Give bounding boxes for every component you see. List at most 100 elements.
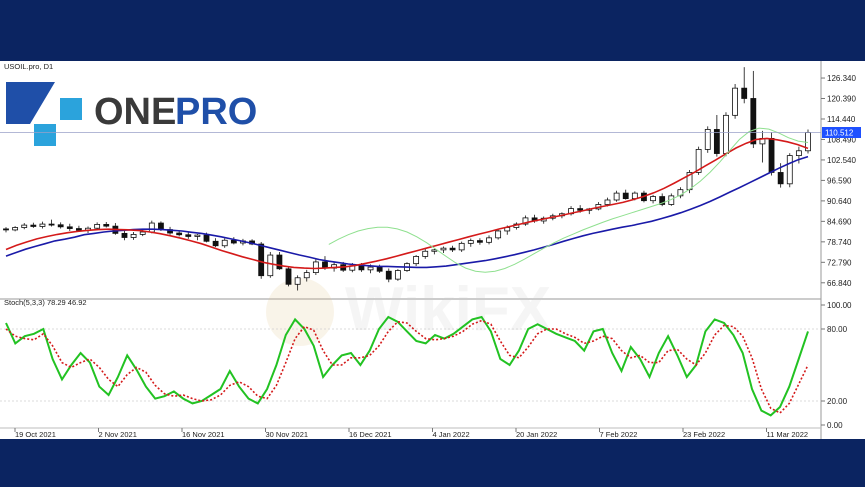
- candle-bull: [704, 129, 711, 150]
- candle-bull: [440, 247, 447, 251]
- candle-bear: [57, 224, 64, 228]
- candle-bull: [267, 254, 274, 277]
- price-tick-label: 96.590: [827, 176, 852, 185]
- logo-text-pro: PRO: [175, 91, 257, 133]
- moving-average-mid-line: [5, 137, 809, 270]
- candle-bull: [21, 224, 28, 228]
- chart-title: USOIL.pro, D1: [4, 62, 53, 71]
- candle-bull: [486, 237, 492, 243]
- date-tick-label: 4 Jan 2022: [433, 430, 470, 439]
- candle-bull: [695, 149, 702, 173]
- candle-bear: [48, 223, 55, 226]
- candle-bear: [577, 208, 584, 211]
- logo-text-one: ONE: [94, 91, 176, 133]
- date-tick-label: 23 Feb 2022: [683, 430, 725, 439]
- current-price-label: 110.512: [825, 129, 854, 138]
- candle-bull: [413, 256, 420, 265]
- candle-bear: [768, 137, 775, 173]
- candle-bull: [786, 155, 793, 185]
- candle-bear: [230, 239, 237, 244]
- watermark-text: WikiFX: [345, 275, 551, 344]
- candle-bull: [394, 270, 401, 280]
- logo-square-cyan-bottom: [34, 124, 56, 146]
- candle-bull: [148, 222, 155, 233]
- candle-bull: [303, 272, 310, 279]
- wikifx-watermark: WikiFX: [266, 275, 551, 346]
- candle-bear: [3, 228, 9, 231]
- candle-bear: [285, 268, 292, 285]
- candle-bear: [449, 247, 456, 251]
- price-tick-label: 66.840: [827, 279, 852, 288]
- date-tick-label: 2 Nov 2021: [99, 430, 137, 439]
- price-tick-label: 102.540: [827, 156, 856, 165]
- candle-bear: [121, 232, 128, 238]
- price-tick-label: 84.690: [827, 217, 852, 226]
- candle-bear: [76, 228, 82, 231]
- candle-bull: [650, 196, 656, 202]
- candle-bull: [795, 150, 802, 156]
- candle-bull: [677, 189, 684, 197]
- candle-bear: [203, 234, 210, 242]
- candle-bear: [158, 222, 164, 230]
- candle-bull: [522, 217, 529, 225]
- stoch-tick-label: 0.00: [827, 421, 843, 430]
- candle-bull: [367, 266, 374, 271]
- candle-bull: [431, 249, 438, 252]
- price-tick-label: 90.640: [827, 197, 852, 206]
- candle-bull: [312, 261, 319, 273]
- price-tick-label: 114.440: [827, 115, 856, 124]
- candle-bull: [39, 223, 46, 227]
- date-tick-label: 16 Nov 2021: [182, 430, 225, 439]
- candle-bear: [103, 224, 110, 227]
- current-price-badge: [822, 127, 861, 139]
- stoch-title: Stoch(5,3,3) 78.29 46.92: [4, 298, 87, 307]
- stoch-tick-label: 100.00: [827, 301, 852, 310]
- candle-bear: [659, 196, 666, 205]
- date-tick-label: 7 Feb 2022: [600, 430, 638, 439]
- candle-bear: [176, 232, 183, 236]
- candle-bull: [294, 277, 301, 285]
- candle-bull: [495, 230, 502, 239]
- candle-bull: [94, 224, 101, 229]
- date-tick-label: 20 Jan 2022: [516, 430, 557, 439]
- price-tick-label: 72.790: [827, 258, 852, 267]
- candle-bull: [723, 114, 729, 154]
- candle-bull: [194, 234, 201, 237]
- candle-bull: [422, 250, 429, 257]
- candle-bull: [130, 234, 137, 238]
- candle-bull: [12, 227, 19, 231]
- candle-bear: [358, 265, 365, 271]
- logo-slash: [6, 82, 55, 124]
- date-tick-label: 19 Oct 2021: [15, 430, 56, 439]
- moving-average-fast-line: [328, 127, 809, 273]
- candle-bear: [258, 243, 265, 277]
- candle-bear: [30, 224, 37, 227]
- candle-bull: [732, 87, 738, 116]
- onepro-logo: ONE PRO: [6, 82, 257, 146]
- date-tick-label: 16 Dec 2021: [349, 430, 392, 439]
- moving-average-slow-line: [5, 155, 809, 269]
- price-tick-label: 120.390: [827, 95, 856, 104]
- logo-square-cyan-right: [60, 98, 82, 120]
- price-tick-label: 126.340: [827, 74, 856, 83]
- stoch-tick-label: 80.00: [827, 325, 848, 334]
- candle-bull: [613, 192, 620, 201]
- candle-bull: [467, 240, 474, 244]
- candle-bear: [66, 226, 73, 229]
- candle-bear: [777, 172, 784, 185]
- price-tick-label: 78.740: [827, 238, 852, 247]
- candle-bear: [750, 98, 757, 145]
- candle-bear: [741, 87, 748, 99]
- date-tick-label: 11 Mar 2022: [767, 430, 809, 439]
- price-tick-label: 108.490: [827, 135, 856, 144]
- watermark-logo-shape: [266, 278, 334, 346]
- stoch-tick-label: 20.00: [827, 397, 848, 406]
- candle-bear: [276, 254, 283, 270]
- candle-bear: [376, 266, 383, 272]
- candle-bear: [212, 240, 219, 247]
- candle-bear: [385, 270, 392, 280]
- candle-bull: [221, 239, 228, 247]
- date-tick-label: 30 Nov 2021: [266, 430, 309, 439]
- candle-bear: [185, 234, 192, 237]
